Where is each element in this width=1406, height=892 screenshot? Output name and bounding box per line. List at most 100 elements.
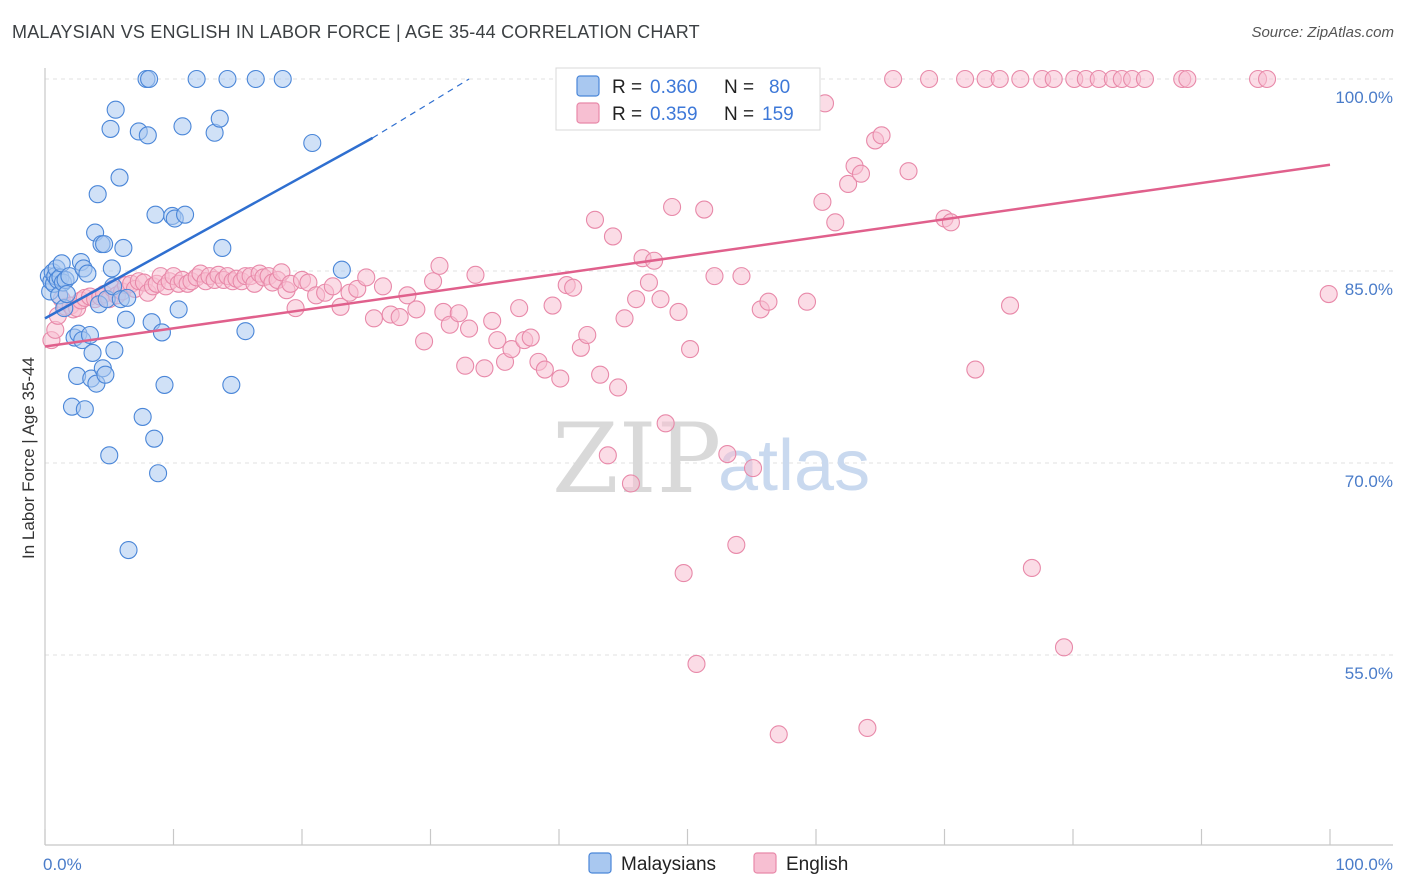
- malaysian-point-30[interactable]: [88, 185, 107, 204]
- series-legend-swatch-malaysian[interactable]: [588, 852, 612, 874]
- malaysian-point-50[interactable]: [133, 407, 152, 426]
- english-point-77[interactable]: [449, 304, 468, 323]
- english-point-66[interactable]: [364, 309, 384, 328]
- malaysian-point-70[interactable]: [222, 375, 241, 394]
- english-point-139[interactable]: [956, 69, 975, 89]
- english-point-67[interactable]: [373, 277, 393, 296]
- malaysian-point-38[interactable]: [101, 119, 120, 138]
- english-point-106[interactable]: [639, 273, 659, 292]
- malaysian-point-67[interactable]: [210, 109, 229, 128]
- english-point-135[interactable]: [899, 162, 918, 181]
- malaysian-point-43[interactable]: [110, 168, 129, 187]
- malaysian-point-14[interactable]: [57, 284, 76, 304]
- english-point-130[interactable]: [851, 164, 871, 183]
- english-point-143[interactable]: [1000, 296, 1020, 315]
- malaysian-point-45[interactable]: [114, 238, 133, 258]
- english-point-90[interactable]: [535, 360, 554, 379]
- english-point-160[interactable]: [1319, 284, 1338, 304]
- malaysian-point-48[interactable]: [119, 540, 138, 560]
- english-point-94[interactable]: [564, 278, 583, 297]
- malaysian-point-34[interactable]: [95, 235, 114, 254]
- series-legend-label-english[interactable]: English: [786, 854, 848, 875]
- malaysian-point-73[interactable]: [273, 69, 292, 89]
- english-point-103[interactable]: [621, 474, 641, 493]
- english-point-83[interactable]: [488, 331, 507, 350]
- malaysian-point-15[interactable]: [60, 267, 79, 286]
- english-point-136[interactable]: [920, 69, 939, 89]
- english-point-71[interactable]: [407, 300, 426, 319]
- english-point-120[interactable]: [743, 459, 763, 478]
- english-point-102[interactable]: [615, 309, 634, 328]
- english-point-73[interactable]: [424, 272, 443, 291]
- malaysian-point-63[interactable]: [173, 117, 192, 136]
- english-point-124[interactable]: [797, 292, 817, 311]
- malaysian-point-53[interactable]: [140, 69, 159, 89]
- english-point-119[interactable]: [732, 267, 751, 286]
- english-point-110[interactable]: [663, 197, 682, 217]
- english-point-116[interactable]: [705, 267, 724, 286]
- english-point-61[interactable]: [323, 277, 342, 296]
- malaysian-point-52[interactable]: [138, 126, 157, 145]
- malaysian-point-35[interactable]: [96, 365, 115, 384]
- malaysian-point-39[interactable]: [102, 259, 121, 278]
- english-point-111[interactable]: [669, 302, 688, 322]
- malaysian-point-24[interactable]: [78, 264, 97, 283]
- malaysian-point-68[interactable]: [213, 238, 232, 258]
- english-point-127[interactable]: [826, 213, 845, 232]
- english-point-128[interactable]: [839, 174, 858, 194]
- english-point-56[interactable]: [286, 299, 305, 318]
- malaysian-point-37[interactable]: [100, 446, 119, 465]
- english-point-131[interactable]: [858, 718, 877, 738]
- malaysian-point-57[interactable]: [149, 464, 168, 483]
- english-point-101[interactable]: [609, 378, 628, 397]
- english-point-115[interactable]: [695, 200, 714, 219]
- english-point-86[interactable]: [510, 299, 529, 318]
- english-point-144[interactable]: [1011, 69, 1030, 89]
- malaysian-point-47[interactable]: [118, 288, 137, 307]
- english-point-157[interactable]: [1178, 69, 1197, 89]
- english-point-100[interactable]: [603, 227, 623, 246]
- malaysian-point-75[interactable]: [332, 260, 351, 279]
- english-point-145[interactable]: [1022, 558, 1041, 578]
- english-point-80[interactable]: [466, 265, 485, 284]
- malaysian-point-62[interactable]: [169, 300, 188, 319]
- malaysian-point-42[interactable]: [106, 100, 125, 119]
- malaysian-point-23[interactable]: [75, 400, 94, 419]
- malaysian-point-27[interactable]: [83, 343, 102, 362]
- english-point-82[interactable]: [483, 311, 502, 330]
- english-point-134[interactable]: [884, 69, 903, 89]
- english-point-123[interactable]: [769, 725, 788, 744]
- english-point-74[interactable]: [430, 256, 449, 275]
- english-point-122[interactable]: [759, 292, 778, 311]
- english-point-142[interactable]: [990, 69, 1009, 89]
- english-point-114[interactable]: [687, 654, 706, 674]
- english-point-97[interactable]: [585, 210, 605, 229]
- malaysian-point-74[interactable]: [303, 133, 322, 153]
- english-point-104[interactable]: [627, 290, 646, 309]
- english-point-118[interactable]: [727, 535, 746, 554]
- english-point-78[interactable]: [456, 356, 475, 375]
- malaysian-point-65[interactable]: [187, 69, 206, 89]
- malaysian-point-71[interactable]: [236, 322, 255, 341]
- english-point-79[interactable]: [459, 319, 479, 338]
- english-point-159[interactable]: [1257, 69, 1277, 89]
- english-point-85[interactable]: [502, 340, 521, 359]
- english-point-133[interactable]: [872, 126, 891, 145]
- english-point-65[interactable]: [357, 268, 376, 287]
- malaysian-point-72[interactable]: [246, 69, 265, 89]
- malaysian-point-58[interactable]: [152, 323, 171, 342]
- english-point-155[interactable]: [1135, 69, 1155, 89]
- english-point-91[interactable]: [543, 296, 562, 315]
- english-point-113[interactable]: [681, 340, 700, 359]
- malaysian-point-56[interactable]: [146, 205, 165, 224]
- english-point-109[interactable]: [656, 414, 675, 433]
- malaysian-point-69[interactable]: [218, 69, 237, 89]
- english-point-147[interactable]: [1044, 69, 1063, 89]
- english-point-117[interactable]: [718, 444, 737, 464]
- english-point-99[interactable]: [598, 446, 617, 465]
- english-point-108[interactable]: [651, 290, 670, 309]
- series-legend-label-malaysian[interactable]: Malaysians: [621, 854, 716, 875]
- english-point-92[interactable]: [551, 369, 570, 388]
- english-point-125[interactable]: [813, 192, 832, 211]
- english-point-72[interactable]: [415, 332, 434, 351]
